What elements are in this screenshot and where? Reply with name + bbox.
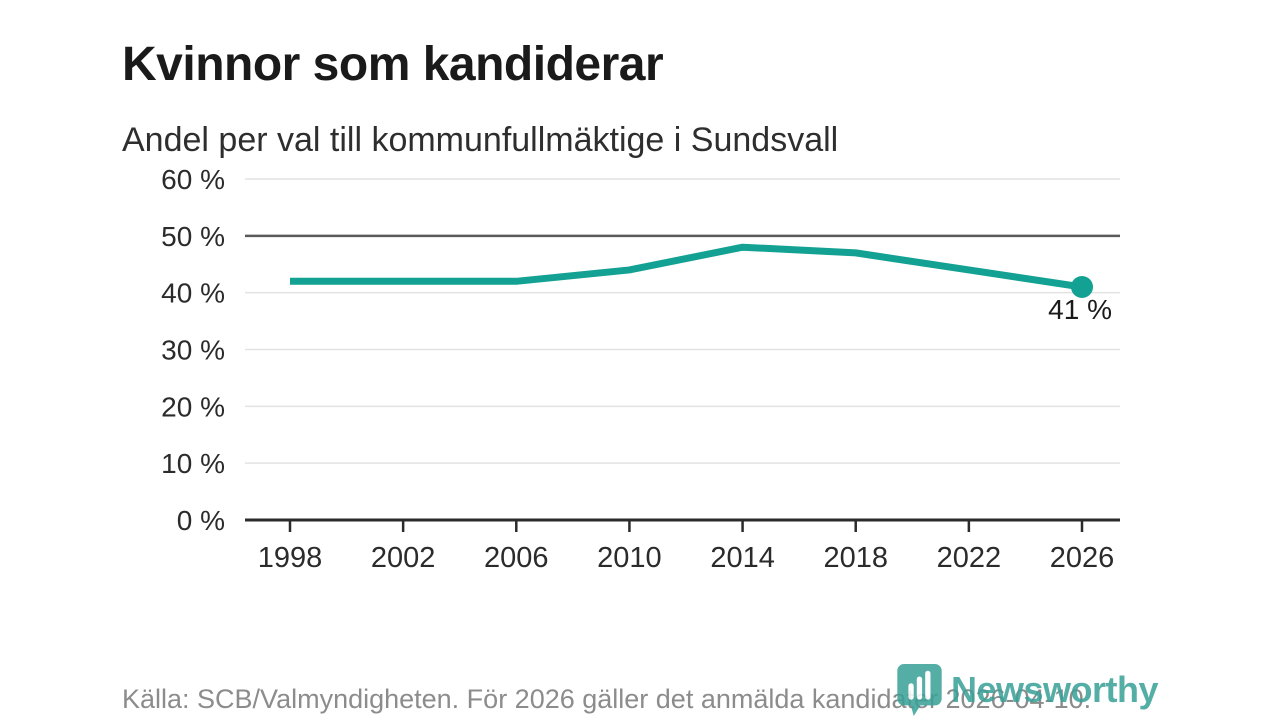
y-axis-tick-label: 50 %	[161, 221, 225, 252]
page-subtitle: Andel per val till kommunfullmäktige i S…	[122, 121, 839, 160]
y-axis-tick-label: 30 %	[161, 335, 225, 366]
y-axis-tick-label: 20 %	[161, 391, 225, 422]
page-title: Kvinnor som kandiderar	[122, 38, 664, 92]
y-axis-tick-label: 0 %	[177, 505, 225, 536]
end-value-label: 41 %	[1048, 294, 1112, 325]
data-line	[290, 243, 1083, 291]
y-axis-tick-label: 10 %	[161, 448, 225, 479]
end-point-marker	[1071, 275, 1093, 298]
x-axis-tick-label: 2010	[597, 542, 662, 574]
x-axis-tick-label: 2006	[484, 542, 549, 574]
x-axis-tick-label: 2026	[1050, 542, 1115, 574]
y-axis-tick-label: 60 %	[161, 164, 225, 195]
newsworthy-logo: Newsworthy	[896, 663, 1159, 717]
newsworthy-pin-icon	[897, 663, 942, 717]
x-axis-tick-label: 2014	[710, 542, 775, 574]
x-axis-tick-label: 2022	[937, 542, 1002, 574]
x-axis-tick-label: 1998	[258, 542, 323, 574]
bar-glyph-1	[908, 683, 914, 700]
x-axis-tick-label: 2002	[371, 542, 436, 574]
bar-glyph-3	[925, 670, 931, 700]
bar-glyph-2	[916, 676, 923, 700]
y-axis-tick-label: 40 %	[161, 278, 225, 309]
x-axis-tick-label: 2018	[823, 542, 888, 574]
brand-name: Newsworthy	[951, 669, 1159, 710]
